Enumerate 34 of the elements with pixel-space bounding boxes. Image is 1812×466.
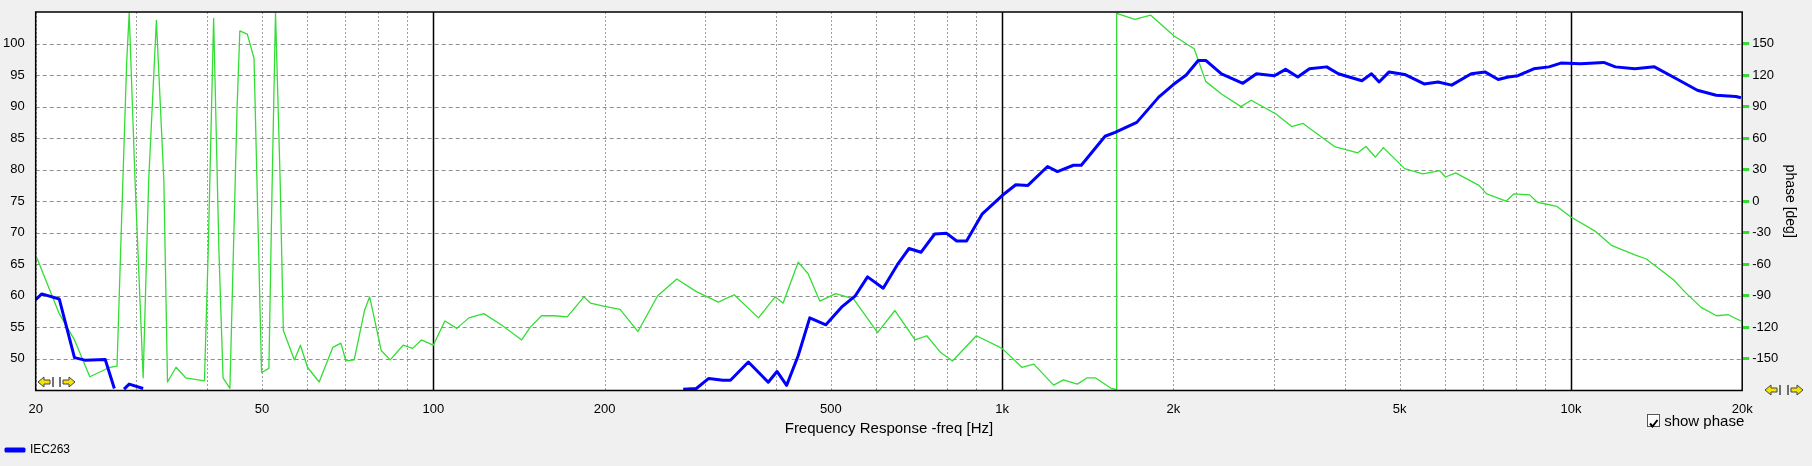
- y-tick-label: 70: [10, 224, 25, 240]
- y-tick-label: 80: [10, 161, 25, 177]
- y2-tick-label: -120: [1752, 318, 1779, 334]
- y-tick-label: 65: [10, 255, 25, 271]
- x-tick-label: 500: [820, 400, 842, 416]
- x-tick-label: 2k: [1166, 400, 1181, 416]
- y2-tick-label: -60: [1752, 255, 1771, 271]
- y2-tick-label: 60: [1752, 129, 1767, 145]
- y-tick-label: 90: [10, 98, 25, 114]
- y2-tick-label: -30: [1752, 224, 1771, 240]
- y2-tick-label: -150: [1752, 350, 1779, 366]
- x-tick-label: 200: [593, 400, 616, 416]
- y2-axis-title: phase [deg]: [1782, 164, 1799, 238]
- x-tick-label: 20: [28, 400, 43, 416]
- legend-label: IEC263: [30, 442, 71, 457]
- y-tick-label: 95: [10, 66, 25, 82]
- y2-tick-label: 90: [1752, 98, 1767, 114]
- y2-tick-label: -90: [1752, 287, 1771, 303]
- x-tick-label: 100: [422, 400, 445, 416]
- y-tick-label: 75: [10, 192, 25, 208]
- x-axis-title: Frequency Response -freq [Hz]: [784, 419, 994, 437]
- x-tick-label: 1k: [995, 400, 1010, 416]
- y-tick-label: 55: [10, 318, 25, 334]
- x-tick-label: 5k: [1392, 400, 1408, 416]
- x-tick-label: 10k: [1560, 400, 1582, 416]
- y2-tick-label: 150: [1752, 35, 1774, 51]
- y2-tick-label: 120: [1752, 66, 1774, 82]
- x-tick-label: 50: [254, 400, 270, 416]
- y2-tick-label: 30: [1752, 161, 1767, 177]
- y-tick-label: 50: [10, 350, 25, 366]
- y-tick-label: 85: [10, 129, 25, 145]
- y-tick-label: 100: [2, 35, 25, 51]
- y-tick-label: 60: [10, 287, 25, 303]
- y2-tick-label: 0: [1752, 192, 1760, 208]
